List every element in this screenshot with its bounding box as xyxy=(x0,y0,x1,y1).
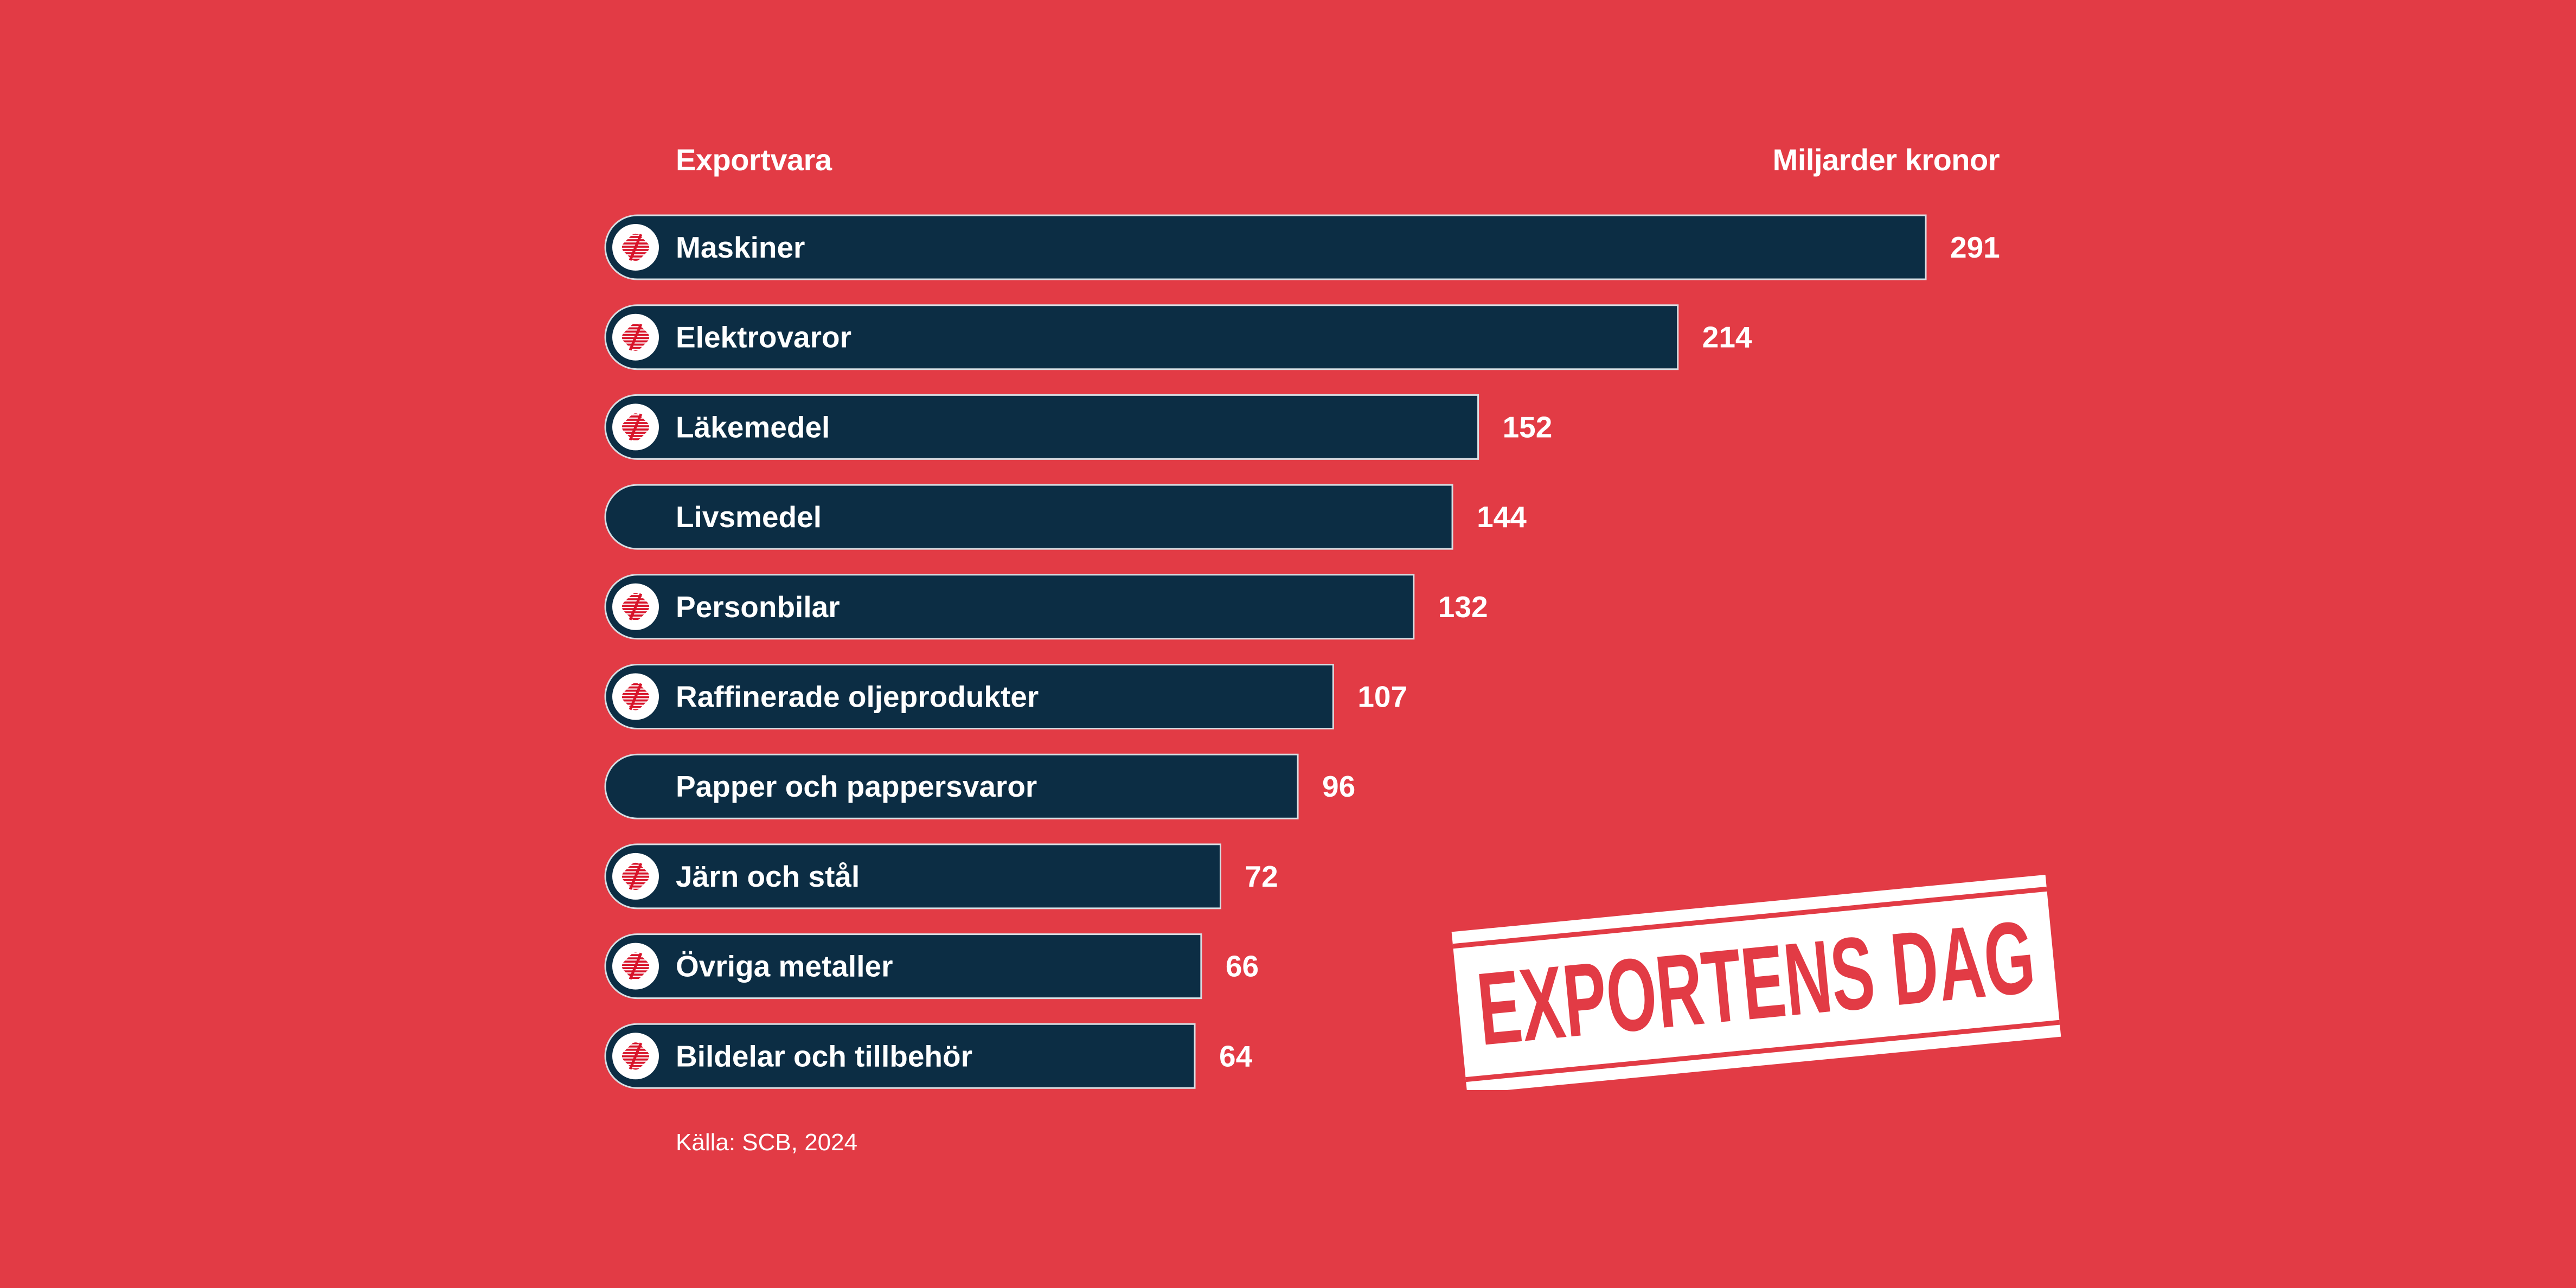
bar-label: Övriga metaller xyxy=(676,950,893,983)
bar xyxy=(604,304,1679,370)
bar-row: Övriga metaller 66 xyxy=(604,933,1259,999)
bar-value-label: 152 xyxy=(1503,410,1553,444)
bar-label: Personbilar xyxy=(676,590,840,624)
bar xyxy=(604,1023,1196,1089)
bar-label: Papper och pappersvaror xyxy=(676,770,1037,803)
bar xyxy=(604,214,1927,280)
bar-label: Läkemedel xyxy=(676,410,830,444)
bar-value-label: 107 xyxy=(1357,680,1407,714)
company-logo-icon xyxy=(612,583,659,630)
company-logo-icon xyxy=(612,403,659,451)
bar-label: Raffinerade oljeprodukter xyxy=(676,680,1039,714)
bar-label: Järn och stål xyxy=(676,860,860,893)
column-header-category: Exportvara xyxy=(676,143,832,177)
bar xyxy=(604,664,1334,729)
bar xyxy=(604,753,1299,819)
bar-value-label: 96 xyxy=(1322,770,1355,803)
bar-row: Raffinerade oljeprodukter 107 xyxy=(604,664,1407,729)
bar-row: Maskiner 291 xyxy=(604,214,2000,280)
bar xyxy=(604,484,1453,550)
column-header-value: Miljarder kronor xyxy=(1772,143,2000,177)
company-logo-icon xyxy=(612,224,659,271)
bar-row: Läkemedel 152 xyxy=(604,394,1553,460)
bar xyxy=(604,843,1222,909)
company-logo-icon xyxy=(612,313,659,361)
bar-value-label: 72 xyxy=(1245,860,1278,893)
company-logo-icon xyxy=(612,673,659,720)
company-logo-icon xyxy=(612,943,659,990)
bar-label: Maskiner xyxy=(676,230,805,264)
exportens-dag-stamp: EXPORTENS DAG xyxy=(1451,874,2061,1090)
bar-value-label: 214 xyxy=(1702,321,1752,354)
bars-layer: Maskiner 291 Elektrovaror 214 Läkemedel 152 Li… xyxy=(604,214,2000,1089)
bar-row: Bildelar och tillbehör 64 xyxy=(604,1023,1253,1089)
bar-row: Papper och pappersvaror 96 xyxy=(604,753,1355,819)
bar-row: Järn och stål 72 xyxy=(604,843,1278,909)
stamp-bottom-line xyxy=(1465,1020,2060,1082)
bar-label: Elektrovaror xyxy=(676,321,851,354)
bar-row: Livsmedel 144 xyxy=(604,484,1527,550)
company-logo-icon xyxy=(612,1033,659,1080)
bar-value-label: 64 xyxy=(1219,1039,1253,1073)
bar-label: Bildelar och tillbehör xyxy=(676,1039,972,1073)
bar-row: Elektrovaror 214 xyxy=(604,304,1752,370)
bar-value-label: 291 xyxy=(1950,230,2000,264)
bar-value-label: 132 xyxy=(1438,590,1488,624)
bar xyxy=(604,933,1202,999)
source-note: Källa: SCB, 2024 xyxy=(676,1129,858,1156)
bar-value-label: 144 xyxy=(1477,500,1527,534)
bar-row: Personbilar 132 xyxy=(604,574,1488,640)
company-logo-icon xyxy=(612,853,659,900)
bar xyxy=(604,574,1415,640)
bar xyxy=(604,394,1479,460)
stamp-top-line xyxy=(1452,886,2047,949)
bar-value-label: 66 xyxy=(1226,950,1259,983)
bar-label: Livsmedel xyxy=(676,500,822,534)
